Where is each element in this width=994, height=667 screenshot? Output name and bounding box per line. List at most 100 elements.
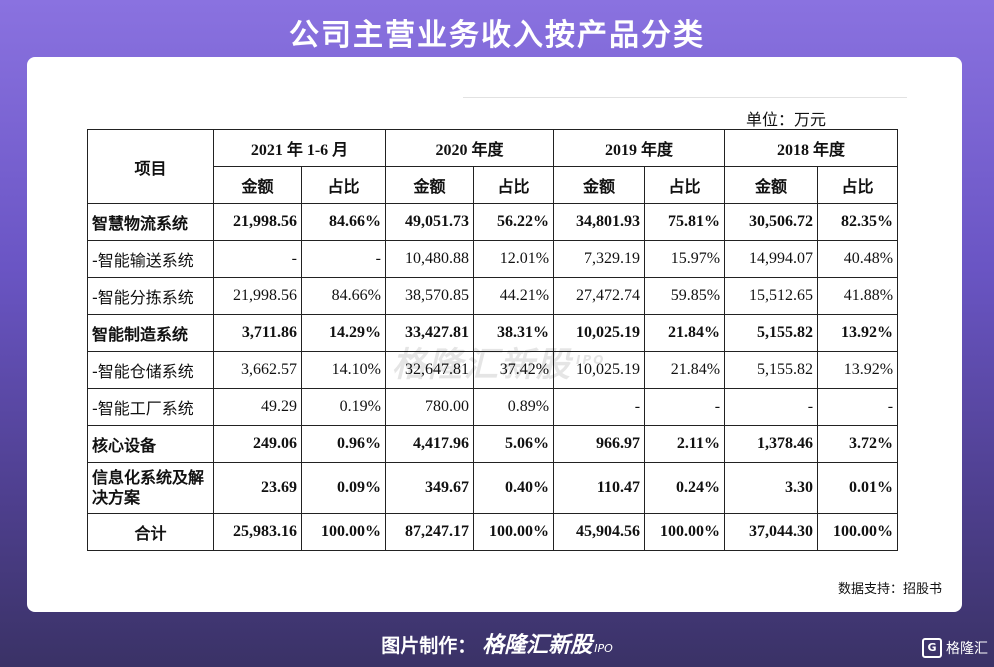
row-label: -智能输送系统 — [87, 240, 214, 278]
table-cell: 34,801.93 — [553, 203, 646, 241]
table-cell: 780.00 — [385, 388, 474, 426]
table-cell: 13.92% — [817, 314, 899, 352]
header-ratio: 占比 — [301, 166, 386, 204]
footer-tag: IPO — [594, 642, 613, 655]
table-cell: 23.69 — [213, 462, 302, 514]
table-cell: 0.01% — [817, 462, 899, 514]
divider — [463, 97, 907, 98]
table-cell: 3.72% — [817, 425, 899, 463]
table-cell: - — [644, 388, 726, 426]
header-amount: 金额 — [724, 166, 819, 204]
table-cell: 49.29 — [213, 388, 302, 426]
header-period: 2021 年 1-6 月 — [213, 129, 386, 167]
table-cell: 21.84% — [644, 314, 726, 352]
table-cell: 49,051.73 — [385, 203, 474, 241]
table-cell: 0.24% — [644, 462, 726, 514]
table-row: 信息化系统及解决方案 23.69 0.09% 349.67 0.40% 110.47 0.2… — [87, 462, 899, 514]
table-cell: 38,570.85 — [385, 277, 474, 315]
table-cell: 3.30 — [724, 462, 819, 514]
table-cell: - — [553, 388, 646, 426]
table-cell: 38.31% — [472, 314, 555, 352]
unit-label: 单位：万元 — [746, 110, 827, 129]
table-cell: 2.11% — [644, 425, 726, 463]
table-cell: 44.21% — [472, 277, 555, 315]
table-cell: - — [817, 388, 899, 426]
table-cell: 0.89% — [472, 388, 555, 426]
row-label: -智能工厂系统 — [87, 388, 214, 426]
table-cell: 110.47 — [553, 462, 646, 514]
table-cell: 75.81% — [644, 203, 726, 241]
table-cell: 100.00% — [472, 513, 555, 551]
table-cell: 87,247.17 — [385, 513, 474, 551]
table-cell: 7,329.19 — [553, 240, 646, 278]
table-cell: 84.66% — [301, 203, 386, 241]
table-cell: 84.66% — [301, 277, 386, 315]
table-cell: 10,025.19 — [553, 314, 646, 352]
row-label: 信息化系统及解决方案 — [87, 462, 214, 514]
footer-brand: 格隆汇新股 — [482, 633, 593, 658]
content-card: 单位：万元 项目 2021 年 1-6 月 2020 年度 2019 年度 20… — [27, 57, 962, 612]
table-cell: 5.06% — [472, 425, 555, 463]
row-label: 智慧物流系统 — [87, 203, 214, 241]
table-cell: 14,994.07 — [724, 240, 819, 278]
table-cell: 13.92% — [817, 351, 899, 389]
table-cell: 349.67 — [385, 462, 474, 514]
table-cell: 10,480.88 — [385, 240, 474, 278]
table-cell: 14.29% — [301, 314, 386, 352]
header-amount: 金额 — [213, 166, 302, 204]
table-cell: 0.40% — [472, 462, 555, 514]
table-cell: 21,998.56 — [213, 277, 302, 315]
header-row-periods: 项目 2021 年 1-6 月 2020 年度 2019 年度 2018 年度 — [87, 129, 899, 204]
table-cell: 4,417.96 — [385, 425, 474, 463]
table-cell: 100.00% — [301, 513, 386, 551]
header-ratio: 占比 — [472, 166, 555, 204]
table-cell: 100.00% — [644, 513, 726, 551]
row-label: -智能分拣系统 — [87, 277, 214, 315]
table-cell: 32,647.81 — [385, 351, 474, 389]
table-cell: 3,711.86 — [213, 314, 302, 352]
table-cell: 15,512.65 — [724, 277, 819, 315]
table-cell: 82.35% — [817, 203, 899, 241]
table-cell: 100.00% — [817, 513, 899, 551]
total-row: 合计 25,983.16 100.00% 87,247.17 100.00% 4… — [87, 513, 899, 551]
table-row: -智能输送系统 - -10,480.88 12.01% 7,329.19 15.97% 14… — [87, 240, 899, 278]
table-cell: 5,155.82 — [724, 351, 819, 389]
revenue-table: 项目 2021 年 1-6 月 2020 年度 2019 年度 2018 年度 … — [87, 129, 899, 551]
table-cell: 30,506.72 — [724, 203, 819, 241]
table-cell: 966.97 — [553, 425, 646, 463]
brand-badge: G 格隆汇 — [922, 638, 988, 658]
table-cell: 0.09% — [301, 462, 386, 514]
table-cell: 5,155.82 — [724, 314, 819, 352]
footer-credit: 图片制作： 格隆汇新股 IPO — [0, 627, 994, 659]
row-label: -智能仓储系统 — [87, 351, 214, 389]
total-label: 合计 — [87, 513, 214, 551]
header-amount: 金额 — [553, 166, 646, 204]
table-cell: 59.85% — [644, 277, 726, 315]
table-cell: 0.96% — [301, 425, 386, 463]
table-row: -智能仓储系统 3,662.57 14.10% 32,647.81 37.42% 10,0… — [87, 351, 899, 389]
table-row: 智能制造系统 3,711.86 14.29% 33,427.81 38.31% 10,02… — [87, 314, 899, 352]
header-ratio: 占比 — [817, 166, 899, 204]
table-cell: 45,904.56 — [553, 513, 646, 551]
header-period: 2018 年度 — [724, 129, 899, 167]
table-cell: 249.06 — [213, 425, 302, 463]
table-cell: 25,983.16 — [213, 513, 302, 551]
table-row: 智慧物流系统 21,998.56 84.66% 49,051.73 56.22% 34,8… — [87, 203, 899, 241]
table-cell: 1,378.46 — [724, 425, 819, 463]
table-row: -智能分拣系统 21,998.56 84.66% 38,570.85 44.21% 27,… — [87, 277, 899, 315]
header-period: 2020 年度 — [384, 129, 555, 167]
header-amount: 金额 — [385, 166, 474, 204]
table-cell: 12.01% — [472, 240, 555, 278]
table-cell: 33,427.81 — [385, 314, 474, 352]
table-row: -智能工厂系统 49.29 0.19% 780.00 0.89% - - - - — [87, 388, 899, 426]
data-source: 数据支持：招股书 — [837, 582, 942, 597]
row-label: 核心设备 — [87, 425, 214, 463]
header-item: 项目 — [87, 129, 214, 204]
table-cell: 21,998.56 — [213, 203, 302, 241]
brand-logo-icon: G — [922, 638, 942, 658]
table-cell: 15.97% — [644, 240, 726, 278]
table-cell: 21.84% — [644, 351, 726, 389]
header-period: 2019 年度 — [553, 129, 726, 167]
table-cell: 0.19% — [301, 388, 386, 426]
table-cell: 37.42% — [472, 351, 555, 389]
